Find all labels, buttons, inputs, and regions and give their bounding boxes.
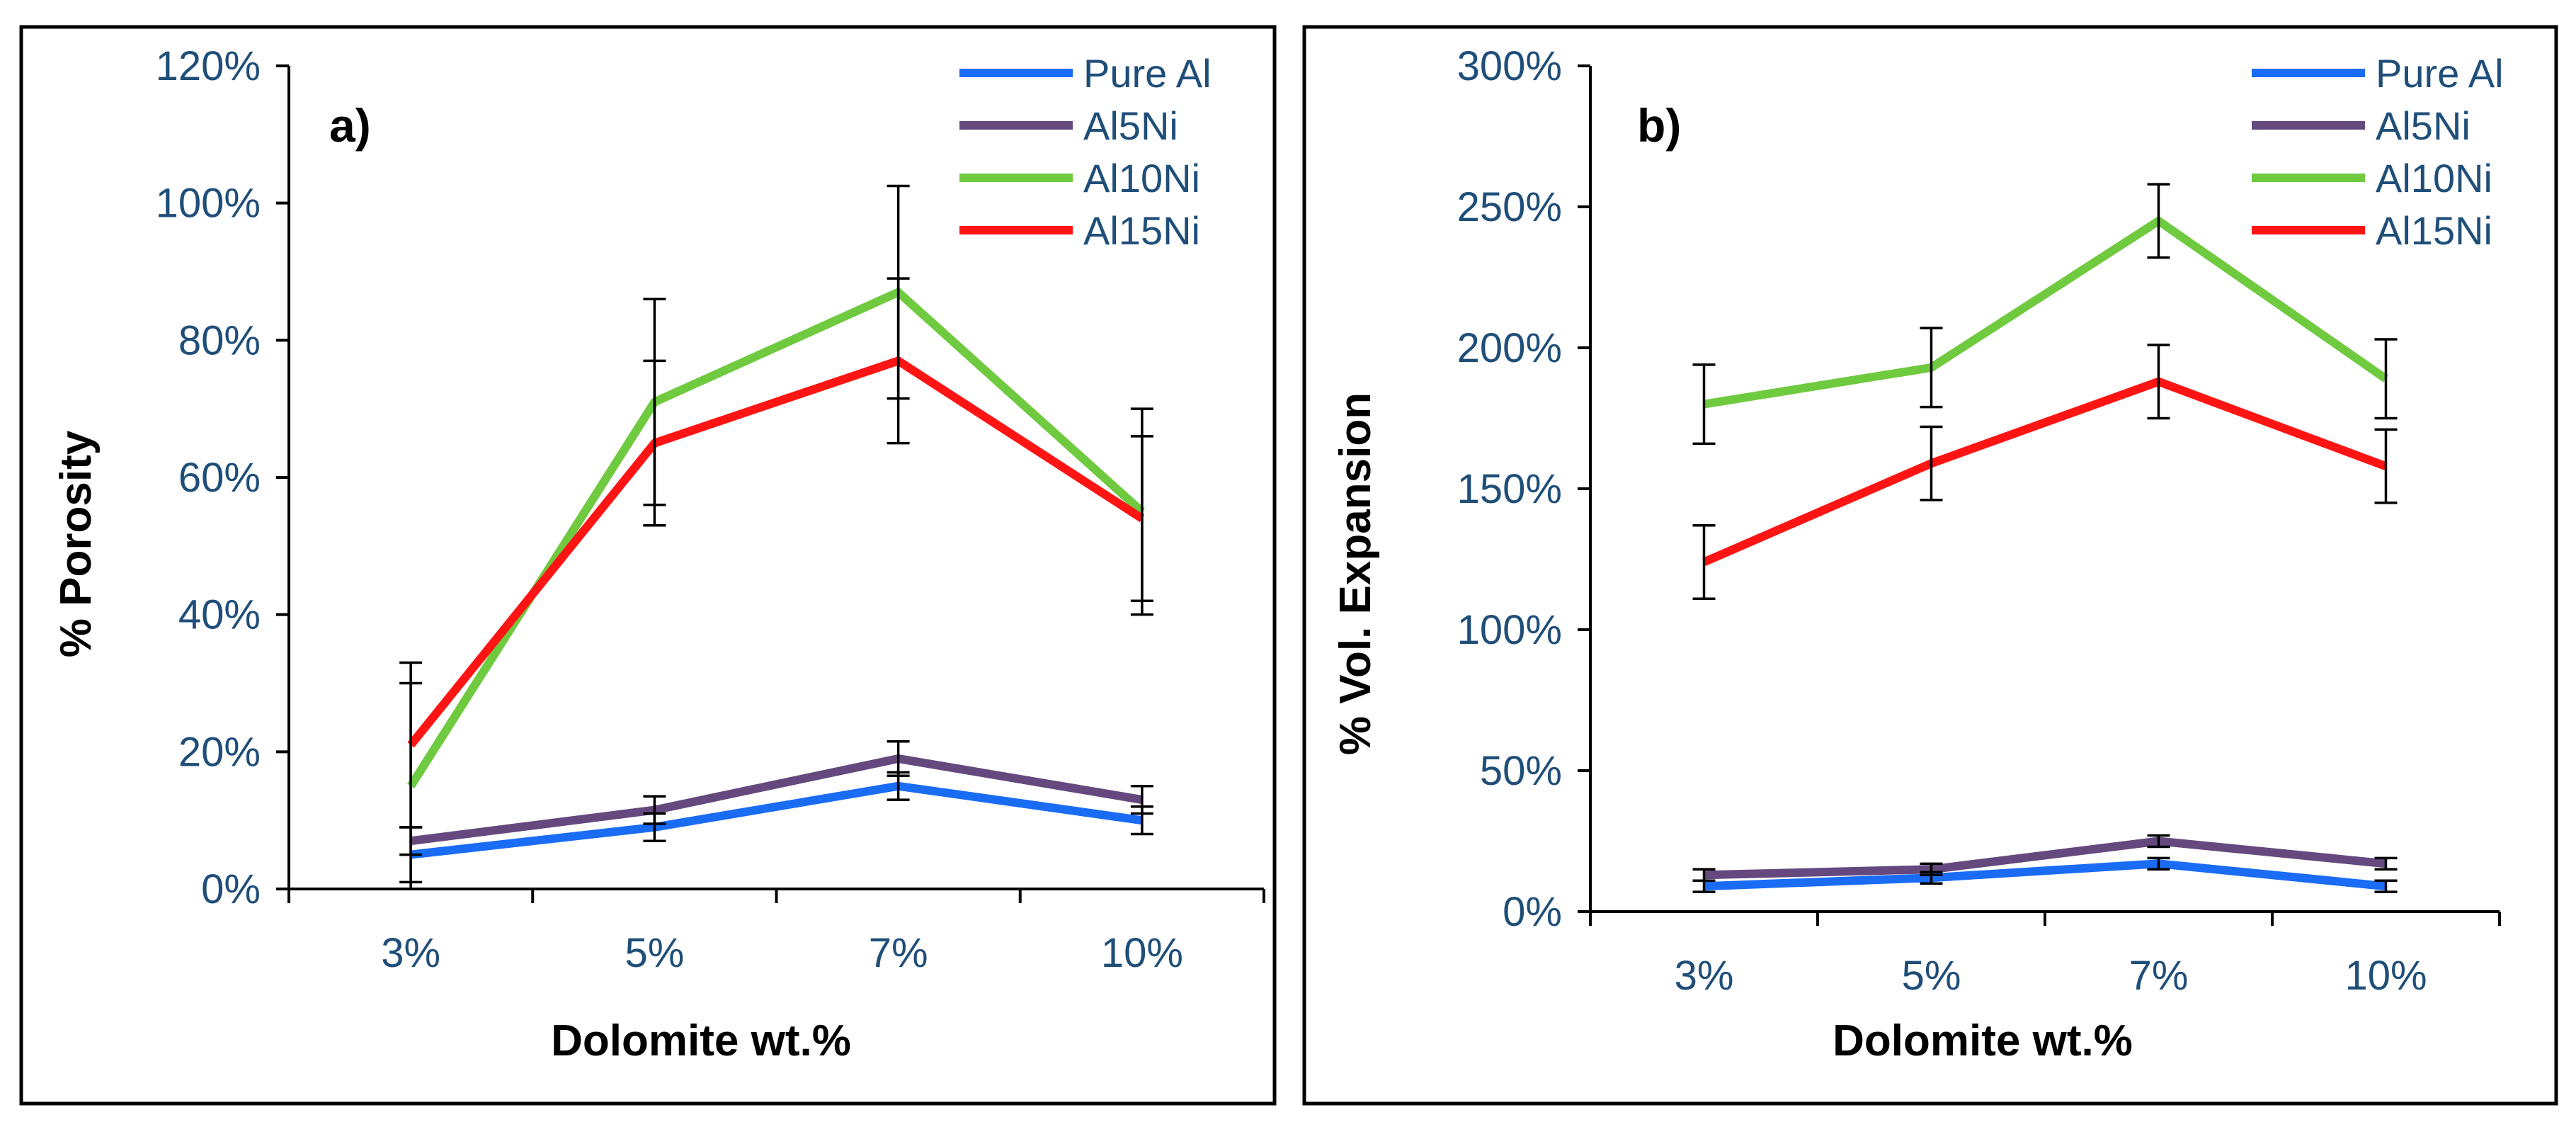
x-tick-label-a: 5% (625, 930, 684, 976)
y-tick-label-b: 300% (1457, 43, 1562, 89)
x-axis-title-a: Dolomite wt.% (551, 1016, 851, 1065)
y-tick-label-a: 100% (156, 181, 261, 227)
series-line-al10ni-b (1703, 216, 2388, 409)
x-tick-label-a: 7% (869, 930, 928, 976)
x-tick-label-a: 10% (1101, 930, 1183, 976)
y-tick-label-b: 250% (1457, 184, 1562, 230)
x-tick-label-a: 3% (381, 930, 440, 976)
legend-label-al15ni-b: Al15Ni (2376, 208, 2492, 253)
panel-label-b: b) (1637, 99, 1681, 152)
y-axis-title-b: % Vol. Expansion (1331, 392, 1380, 755)
series-line-pure-al-a (410, 781, 1143, 859)
series-line-al5ni-b (1704, 837, 2387, 880)
chart-panel-a: a) Dolomite wt.% % Porosity 0% 20% 40% 60% 8… (19, 25, 1277, 1106)
y-tick-label-a: 80% (178, 317, 261, 363)
y-tick-label-a: 20% (178, 729, 261, 775)
legend-label-pure-al-a: Pure Al (1083, 51, 1212, 96)
x-tick-label-b: 7% (2129, 953, 2189, 999)
y-tick-label-a: 60% (178, 455, 261, 501)
legend-label-al10ni-a: Al10Ni (1083, 156, 1200, 200)
panel-label-a: a) (329, 99, 371, 152)
chart-frame-b (1302, 25, 2558, 1106)
legend-label-al5ni-b: Al5Ni (2376, 103, 2470, 148)
y-tick-label-a: 0% (201, 866, 261, 912)
legend-label-al5ni-a: Al5Ni (1083, 103, 1178, 148)
legend-label-al10ni-b: Al10Ni (2376, 156, 2492, 200)
y-tick-label-b: 100% (1457, 607, 1562, 653)
y-tick-label-b: 0% (1503, 889, 1562, 935)
series-line-al15ni-b (1702, 377, 2388, 567)
y-tick-label-b: 150% (1457, 466, 1562, 512)
x-tick-label-b: 5% (1902, 953, 1961, 999)
y-axis-title-a: % Porosity (52, 430, 101, 657)
y-tick-label-a: 120% (156, 43, 261, 89)
x-axis-title-b: Dolomite wt.% (1833, 1016, 2133, 1065)
x-tick-label-b: 10% (2344, 953, 2427, 999)
y-tick-label-b: 50% (1480, 748, 1562, 794)
series-line-al15ni-a (407, 356, 1145, 748)
x-tick-label-b: 3% (1675, 953, 1734, 999)
y-tick-label-a: 40% (178, 592, 261, 638)
chart-panel-b: b) Dolomite wt.% % Vol. Expansion 0% 50% 1… (1302, 25, 2558, 1106)
series-line-pure-al-b (1704, 859, 2387, 891)
legend-label-al15ni-a: Al15Ni (1083, 208, 1200, 253)
chart-frame-a (19, 25, 1277, 1106)
y-tick-label-b: 200% (1457, 325, 1562, 371)
legend-label-pure-al-b: Pure Al (2376, 51, 2504, 96)
series-line-al5ni-a (410, 754, 1143, 846)
